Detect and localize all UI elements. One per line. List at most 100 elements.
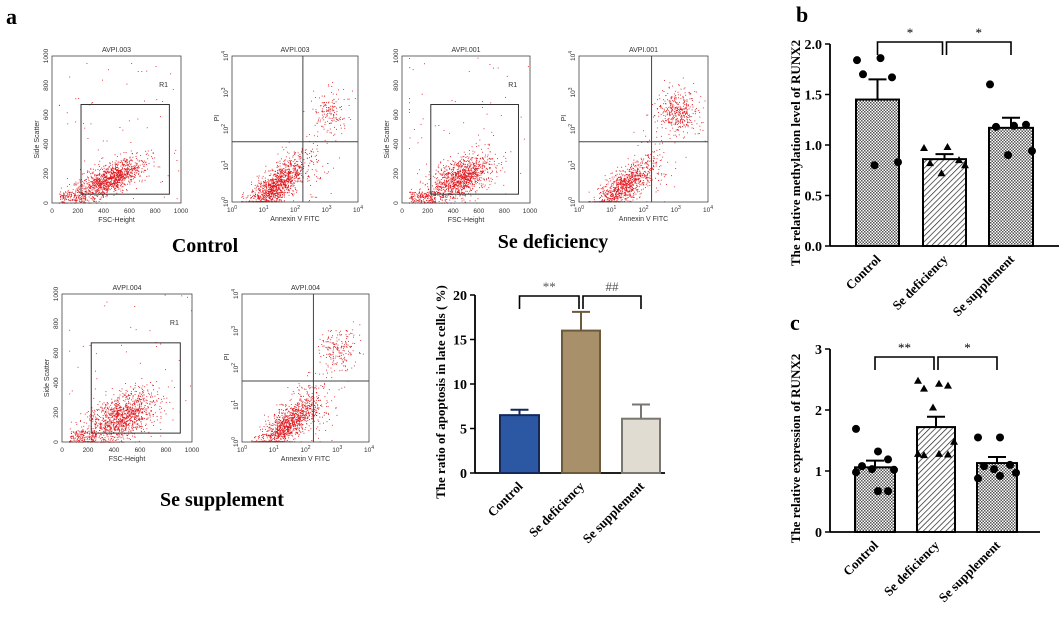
- event-dot: [135, 158, 137, 159]
- event-dot: [277, 195, 279, 197]
- event-dot: [669, 113, 670, 115]
- event-dot: [482, 158, 483, 160]
- event-dot: [639, 178, 641, 179]
- event-dot: [253, 198, 255, 199]
- event-dot: [479, 160, 480, 162]
- event-dot: [117, 176, 118, 178]
- event-dot: [321, 102, 323, 104]
- event-dot: [106, 190, 108, 192]
- event-dot: [462, 187, 464, 189]
- event-dot: [436, 178, 437, 180]
- group-label-se-supplement: Se supplement: [160, 489, 284, 511]
- event-dot: [462, 174, 464, 176]
- event-dot: [265, 197, 266, 199]
- event-dot: [283, 173, 284, 174]
- event-dot: [95, 200, 97, 202]
- event-dot: [106, 189, 108, 191]
- event-dot: [459, 190, 460, 192]
- event-dot: [262, 198, 264, 200]
- event-dot: [254, 187, 256, 189]
- event-dot: [432, 191, 434, 193]
- event-dot: [95, 181, 96, 183]
- event-dot: [339, 107, 341, 108]
- event-dot: [321, 126, 323, 127]
- event-dot: [272, 180, 274, 182]
- event-dot: [101, 192, 102, 194]
- event-dot: [106, 175, 108, 177]
- event-dot: [625, 182, 627, 184]
- event-dot: [289, 175, 291, 177]
- event-dot: [460, 184, 462, 186]
- event-dot: [432, 185, 433, 187]
- event-dot: [288, 152, 290, 154]
- event-dot: [89, 193, 91, 194]
- event-dot: [105, 186, 107, 187]
- event-dot: [304, 149, 306, 151]
- event-dot: [478, 161, 480, 163]
- event-dot: [118, 172, 120, 174]
- event-dot: [280, 178, 281, 180]
- event-dot: [463, 172, 465, 173]
- event-dot: [311, 161, 313, 162]
- event-dot: [147, 150, 149, 152]
- event-dot: [120, 177, 122, 179]
- event-dot: [59, 193, 60, 195]
- event-dot: [128, 165, 129, 167]
- event-dot: [611, 172, 613, 174]
- event-dot: [331, 91, 332, 93]
- event-dot: [428, 195, 430, 196]
- event-dot: [287, 165, 288, 167]
- event-dot: [411, 195, 413, 197]
- event-dot: [658, 172, 659, 174]
- event-dot: [457, 172, 459, 174]
- event-dot: [142, 161, 144, 163]
- event-dot: [291, 179, 292, 181]
- event-dot: [331, 132, 332, 134]
- event-dot: [462, 183, 464, 185]
- event-dot: [470, 172, 472, 174]
- event-dot: [289, 190, 290, 192]
- event-dot: [112, 161, 113, 163]
- event-dot: [463, 185, 464, 187]
- event-dot: [90, 188, 92, 189]
- event-dot: [91, 102, 93, 104]
- group-label-control: Control: [172, 235, 239, 257]
- event-dot: [101, 174, 103, 176]
- event-dot: [497, 67, 499, 69]
- event-dot: [288, 160, 290, 162]
- event-dot: [505, 152, 506, 153]
- event-dot: [485, 162, 487, 164]
- event-dot: [276, 162, 277, 164]
- event-dot: [80, 199, 82, 201]
- event-dot: [626, 190, 628, 192]
- event-dot: [430, 201, 432, 203]
- event-dot: [466, 156, 468, 158]
- event-dot: [445, 169, 447, 171]
- event-dot: [623, 195, 625, 196]
- plot-frame: [51, 55, 182, 204]
- event-dots: [409, 57, 529, 204]
- event-dot: [445, 196, 447, 198]
- event-dot: [273, 178, 275, 180]
- event-dot: [336, 113, 337, 115]
- event-dot: [504, 171, 506, 173]
- event-dot: [267, 196, 269, 198]
- x-tick-label: 200: [422, 208, 433, 215]
- event-dot: [295, 181, 297, 182]
- event-dot: [489, 157, 490, 159]
- event-dot: [477, 168, 478, 170]
- event-dot: [266, 198, 268, 200]
- event-dot: [457, 173, 459, 174]
- event-dot: [297, 166, 299, 167]
- event-dot: [83, 197, 85, 199]
- event-dot: [420, 201, 422, 203]
- event-dot: [702, 129, 704, 131]
- event-dot: [117, 182, 119, 183]
- event-dot: [429, 200, 431, 201]
- event-dot: [109, 183, 111, 184]
- event-dot: [114, 181, 116, 182]
- event-dot: [497, 158, 498, 160]
- event-dot: [640, 175, 641, 176]
- event-dot: [465, 195, 466, 197]
- event-dot: [94, 183, 96, 184]
